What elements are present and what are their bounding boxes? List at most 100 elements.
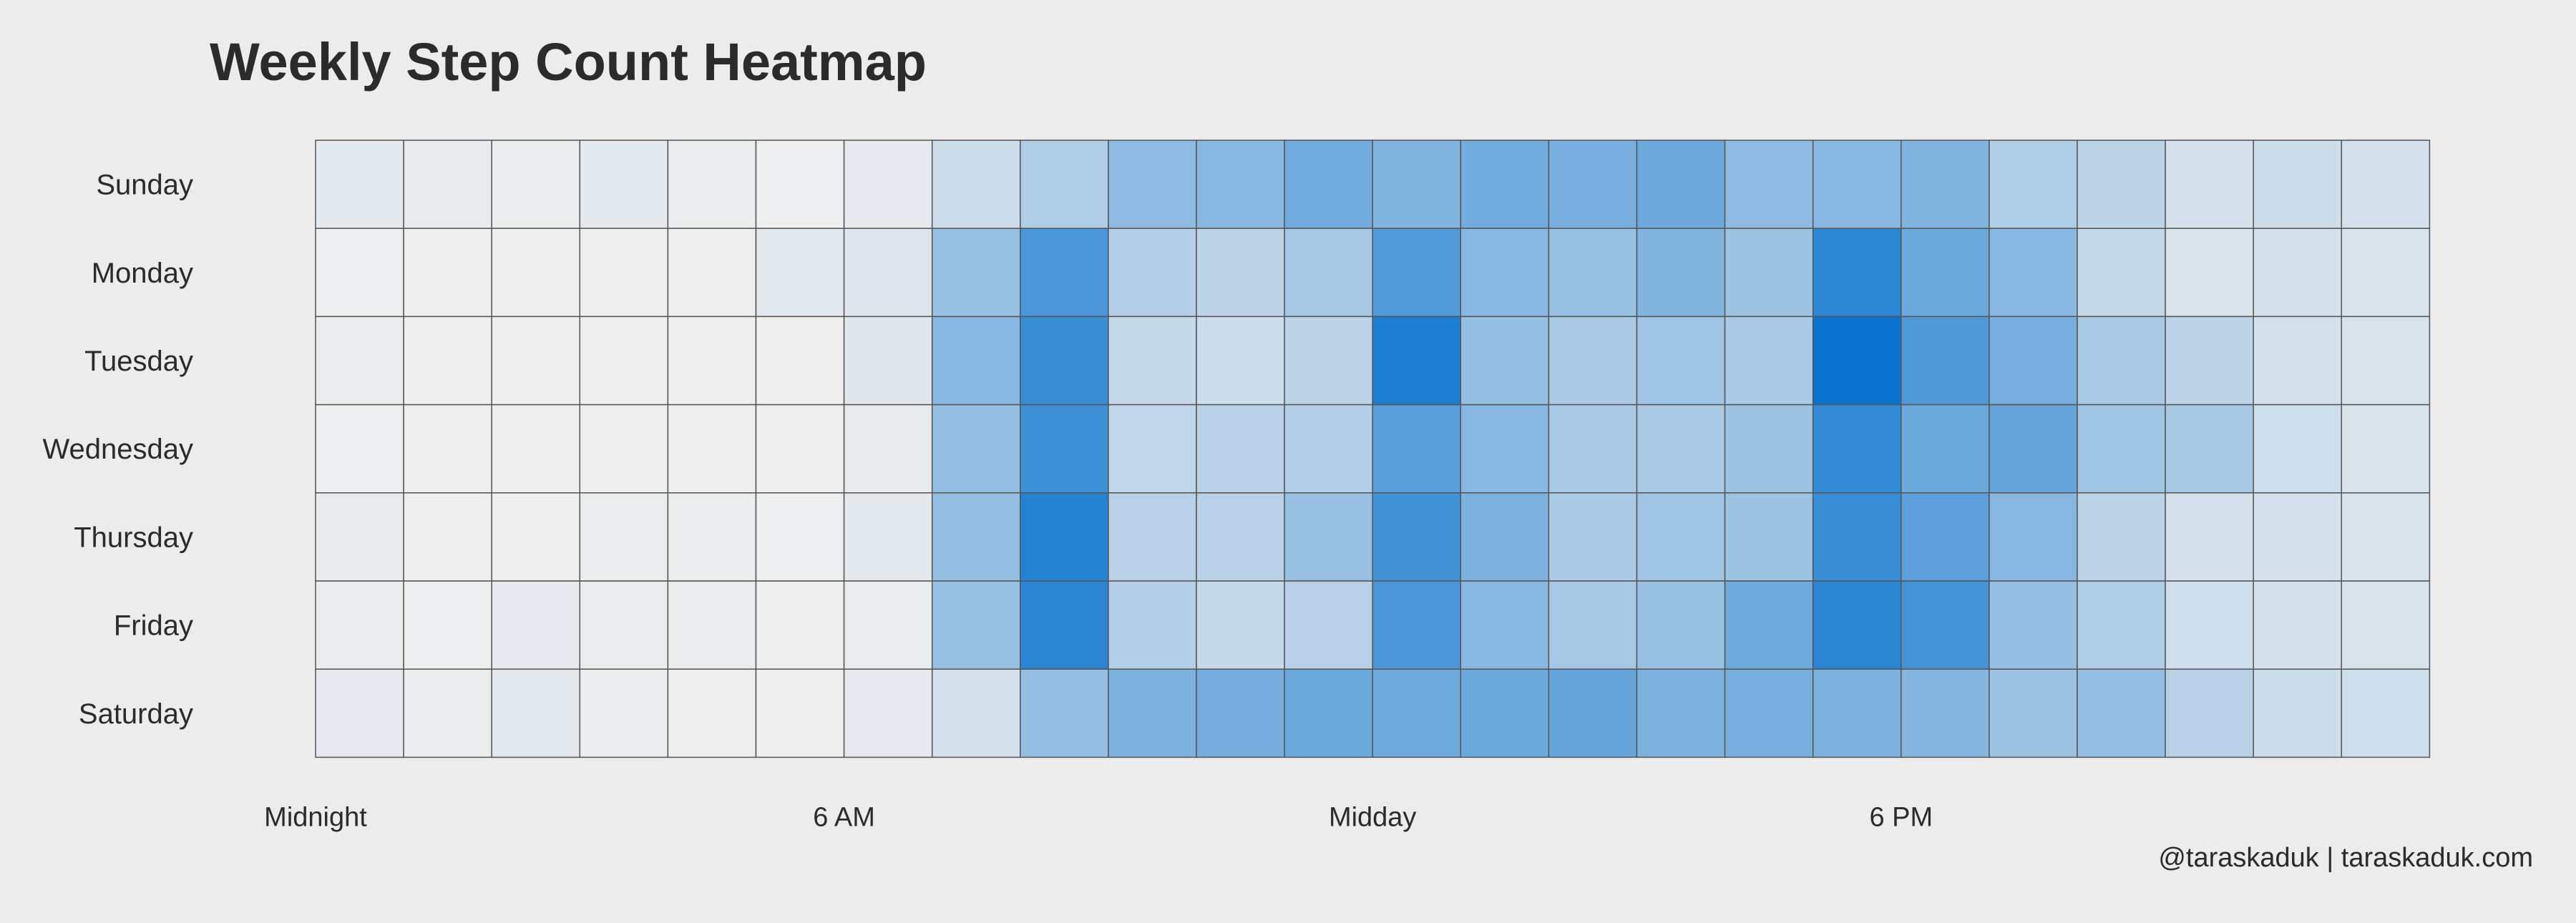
heatmap-cell xyxy=(1989,404,2078,494)
heatmap-cell xyxy=(755,492,845,582)
heatmap-cell xyxy=(1548,580,1638,670)
heatmap-cell xyxy=(579,316,669,406)
heatmap-cell xyxy=(2253,404,2343,494)
heatmap-cell xyxy=(491,492,581,582)
day-label: Friday xyxy=(114,610,193,642)
heatmap-cell xyxy=(1460,140,1550,229)
heatmap-cell xyxy=(1108,668,1197,758)
time-tick-label: Midday xyxy=(1329,802,1417,832)
heatmap-cell xyxy=(1372,668,1462,758)
heatmap-cell xyxy=(1636,316,1726,406)
heatmap-cell xyxy=(1901,668,1990,758)
heatmap-cell xyxy=(315,228,404,318)
heatmap-cell xyxy=(1989,580,2078,670)
heatmap-cell xyxy=(2341,668,2431,758)
heatmap-cell xyxy=(1108,140,1197,229)
heatmap-cell xyxy=(1108,316,1197,406)
heatmap-cell xyxy=(1108,404,1197,494)
heatmap-cell xyxy=(1284,228,1373,318)
heatmap-cell xyxy=(1460,580,1550,670)
heatmap-cell xyxy=(1636,140,1726,229)
heatmap-cell xyxy=(1372,140,1462,229)
heatmap-cell xyxy=(2253,668,2343,758)
time-labels: Midnight 6 AM Midday 6 PM xyxy=(264,802,1933,832)
heatmap-cell xyxy=(1548,316,1638,406)
heatmap-cell xyxy=(2165,140,2254,229)
heatmap-cell xyxy=(2341,140,2431,229)
heatmap-cell xyxy=(1108,228,1197,318)
heatmap-cell xyxy=(491,316,581,406)
heatmap-cell xyxy=(315,316,404,406)
heatmap-cell xyxy=(1901,228,1990,318)
heatmap-cell xyxy=(1284,140,1373,229)
heatmap-cell xyxy=(1020,316,1109,406)
heatmap-cell xyxy=(1284,492,1373,582)
day-label: Sunday xyxy=(96,170,193,201)
heatmap-cell xyxy=(2341,492,2431,582)
heatmap-cell xyxy=(2253,580,2343,670)
heatmap-cell xyxy=(2341,580,2431,670)
heatmap-cell xyxy=(1636,668,1726,758)
heatmap-cell xyxy=(755,404,845,494)
heatmap-cell xyxy=(1196,668,1285,758)
heatmap-cell xyxy=(1812,580,1902,670)
heatmap-cell xyxy=(1636,492,1726,582)
heatmap-cell xyxy=(1989,228,2078,318)
heatmap-cell xyxy=(843,228,933,318)
heatmap-cell xyxy=(2165,492,2254,582)
heatmap-cell xyxy=(843,316,933,406)
heatmap-cell xyxy=(667,228,757,318)
heatmap-cell xyxy=(1724,492,1814,582)
heatmap-cell xyxy=(2077,580,2166,670)
heatmap-cell xyxy=(1724,140,1814,229)
heatmap-cell xyxy=(931,668,1021,758)
heatmap-cell xyxy=(1284,668,1373,758)
heatmap-cell xyxy=(931,140,1021,229)
heatmap-cell xyxy=(1372,404,1462,494)
heatmap-cell xyxy=(491,668,581,758)
heatmap-cell xyxy=(1812,404,1902,494)
heatmap-cell xyxy=(667,492,757,582)
heatmap-cell xyxy=(491,228,581,318)
heatmap-cell xyxy=(1196,316,1285,406)
day-label: Thursday xyxy=(74,522,193,553)
heatmap-cell xyxy=(403,228,492,318)
heatmap-cell xyxy=(1284,580,1373,670)
heatmap-cell xyxy=(315,404,404,494)
heatmap-cell xyxy=(2253,316,2343,406)
heatmap-cell xyxy=(1812,492,1902,582)
heatmap-cell xyxy=(491,140,581,229)
heatmap-cell xyxy=(1901,316,1990,406)
day-label: Monday xyxy=(92,258,193,289)
heatmap-cell xyxy=(579,668,669,758)
heatmap-cell xyxy=(579,580,669,670)
heatmap-cell xyxy=(403,580,492,670)
heatmap-cell xyxy=(755,580,845,670)
heatmap-cell xyxy=(1989,668,2078,758)
heatmap-cell xyxy=(1724,316,1814,406)
heatmap-cell xyxy=(755,140,845,229)
heatmap-cell xyxy=(1636,228,1726,318)
heatmap-cell xyxy=(1108,580,1197,670)
heatmap-cell xyxy=(1812,668,1902,758)
heatmap-cell xyxy=(1108,492,1197,582)
heatmap-cell xyxy=(755,316,845,406)
heatmap-cell xyxy=(2077,140,2166,229)
heatmap-cells xyxy=(315,140,2431,758)
heatmap-cell xyxy=(1020,580,1109,670)
time-tick-label: 6 AM xyxy=(813,802,875,832)
heatmap-cell xyxy=(1989,140,2078,229)
heatmap-cell xyxy=(667,404,757,494)
heatmap-cell xyxy=(1196,492,1285,582)
heatmap-cell xyxy=(1724,228,1814,318)
heatmap-cell xyxy=(315,140,404,229)
heatmap-cell xyxy=(1548,668,1638,758)
heatmap-cell xyxy=(843,404,933,494)
heatmap-cell xyxy=(315,492,404,582)
heatmap-cell xyxy=(403,668,492,758)
heatmap-cell xyxy=(2341,228,2431,318)
heatmap-cell xyxy=(2077,228,2166,318)
heatmap-cell xyxy=(315,580,404,670)
heatmap-cell xyxy=(2165,404,2254,494)
